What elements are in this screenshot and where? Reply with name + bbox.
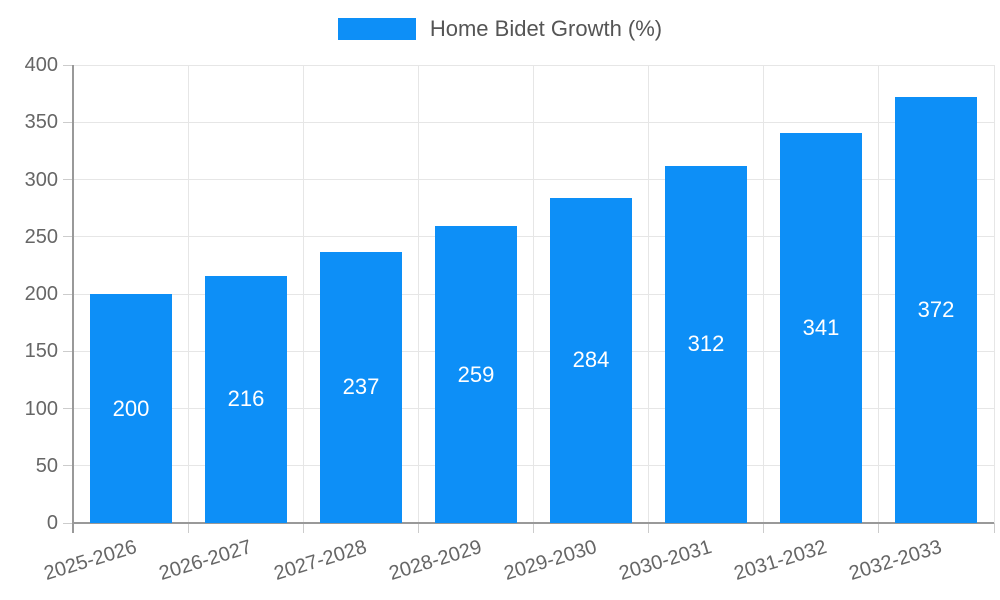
bar: 216 bbox=[205, 275, 287, 523]
x-axis-tick bbox=[533, 523, 534, 533]
y-axis-tick-label: 250 bbox=[24, 225, 58, 248]
x-axis-category-label: 2032-2033 bbox=[846, 535, 945, 585]
x-axis-category-label: 2031-2032 bbox=[731, 535, 830, 585]
x-axis-category-label: 2027-2028 bbox=[271, 535, 370, 585]
y-axis-line bbox=[72, 65, 74, 533]
bar: 284 bbox=[550, 197, 632, 523]
x-axis-category-label: 2025-2026 bbox=[41, 535, 140, 585]
gridline-vertical bbox=[763, 65, 765, 523]
y-axis-tick bbox=[63, 522, 73, 524]
y-axis-tick bbox=[63, 121, 73, 123]
y-axis-tick-label: 350 bbox=[24, 111, 58, 134]
bar-value-label: 237 bbox=[342, 374, 380, 400]
gridline-vertical bbox=[878, 65, 880, 523]
gridline-vertical bbox=[533, 65, 534, 523]
x-axis-category-label: 2030-2031 bbox=[616, 535, 715, 585]
gridline-vertical bbox=[648, 65, 650, 523]
x-axis-tick bbox=[648, 523, 650, 533]
bar-value-label: 372 bbox=[917, 297, 955, 323]
y-axis-tick bbox=[63, 408, 73, 409]
bar-value-label: 216 bbox=[227, 386, 265, 412]
gridline-vertical bbox=[993, 65, 995, 523]
x-axis-tick bbox=[763, 523, 765, 533]
x-axis-line bbox=[73, 522, 994, 524]
x-axis-tick bbox=[878, 523, 880, 533]
y-axis-tick-label: 150 bbox=[24, 340, 58, 363]
chart-legend[interactable]: Home Bidet Growth (%) bbox=[0, 16, 1000, 42]
bar: 372 bbox=[895, 97, 977, 523]
y-axis-tick bbox=[63, 350, 73, 352]
y-axis-tick-label: 300 bbox=[24, 168, 58, 191]
legend-label: Home Bidet Growth (%) bbox=[429, 16, 663, 41]
y-axis-tick bbox=[63, 293, 73, 295]
x-axis-tick bbox=[417, 523, 419, 533]
x-axis-category-label: 2028-2029 bbox=[386, 535, 485, 585]
bar-value-label: 200 bbox=[112, 395, 150, 421]
x-axis-category-label: 2026-2027 bbox=[156, 535, 255, 585]
bar: 200 bbox=[90, 294, 172, 523]
bar-value-label: 312 bbox=[687, 331, 725, 357]
bar: 341 bbox=[780, 132, 862, 523]
x-axis-category-label: 2029-2030 bbox=[501, 535, 600, 585]
gridline-vertical bbox=[302, 65, 304, 523]
bar-value-label: 284 bbox=[572, 347, 610, 373]
y-axis-tick bbox=[63, 465, 73, 467]
bar-value-label: 341 bbox=[802, 314, 840, 340]
legend-swatch bbox=[337, 18, 416, 40]
y-axis-tick-label: 0 bbox=[46, 512, 58, 534]
y-axis-tick bbox=[63, 236, 73, 238]
bar: 312 bbox=[665, 165, 747, 523]
x-axis-tick bbox=[187, 523, 189, 533]
bar: 237 bbox=[320, 251, 402, 523]
y-axis-tick bbox=[63, 64, 73, 66]
bar-value-label: 259 bbox=[457, 361, 495, 387]
y-axis-tick-label: 400 bbox=[24, 54, 58, 76]
y-axis-tick bbox=[63, 179, 73, 180]
x-axis-tick bbox=[993, 523, 995, 533]
y-axis-tick-label: 50 bbox=[35, 454, 58, 477]
y-axis-tick-label: 200 bbox=[24, 283, 58, 305]
y-axis-tick-label: 100 bbox=[24, 397, 58, 420]
x-axis-tick bbox=[302, 523, 304, 533]
gridline-vertical bbox=[187, 65, 189, 523]
gridline-vertical bbox=[417, 65, 419, 523]
bar: 259 bbox=[435, 226, 517, 523]
